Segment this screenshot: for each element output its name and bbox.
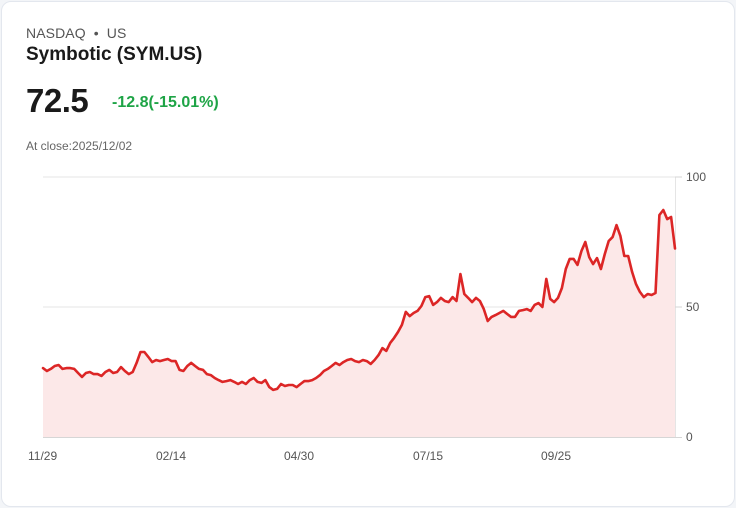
price-area-fill [43, 210, 675, 437]
close-timestamp: At close:2025/12/02 [26, 139, 133, 153]
exchange-name: NASDAQ [26, 25, 86, 41]
y-axis-labels: 100 50 0 [686, 170, 706, 444]
region-label: US [106, 25, 127, 41]
ytick-label: 50 [686, 300, 700, 314]
xtick-label: 11/29 [28, 449, 57, 463]
stock-title: Symbotic (SYM.US) [26, 44, 203, 65]
xtick-label: 02/14 [156, 449, 186, 463]
xtick-label: 09/25 [541, 449, 571, 463]
current-price: 72.5 [26, 82, 89, 119]
exchange-line: NASDAQ • US [26, 25, 126, 41]
ytick-label: 100 [686, 170, 706, 184]
price-change: -12.8(-15.01%) [112, 94, 219, 111]
xtick-label: 04/30 [284, 449, 314, 463]
ytick-label: 0 [686, 430, 693, 444]
x-axis-labels: 11/29 02/14 04/30 07/15 09/25 [28, 449, 571, 463]
xtick-label: 07/15 [413, 449, 443, 463]
price-line [41, 208, 677, 392]
separator-dot: • [93, 25, 99, 41]
